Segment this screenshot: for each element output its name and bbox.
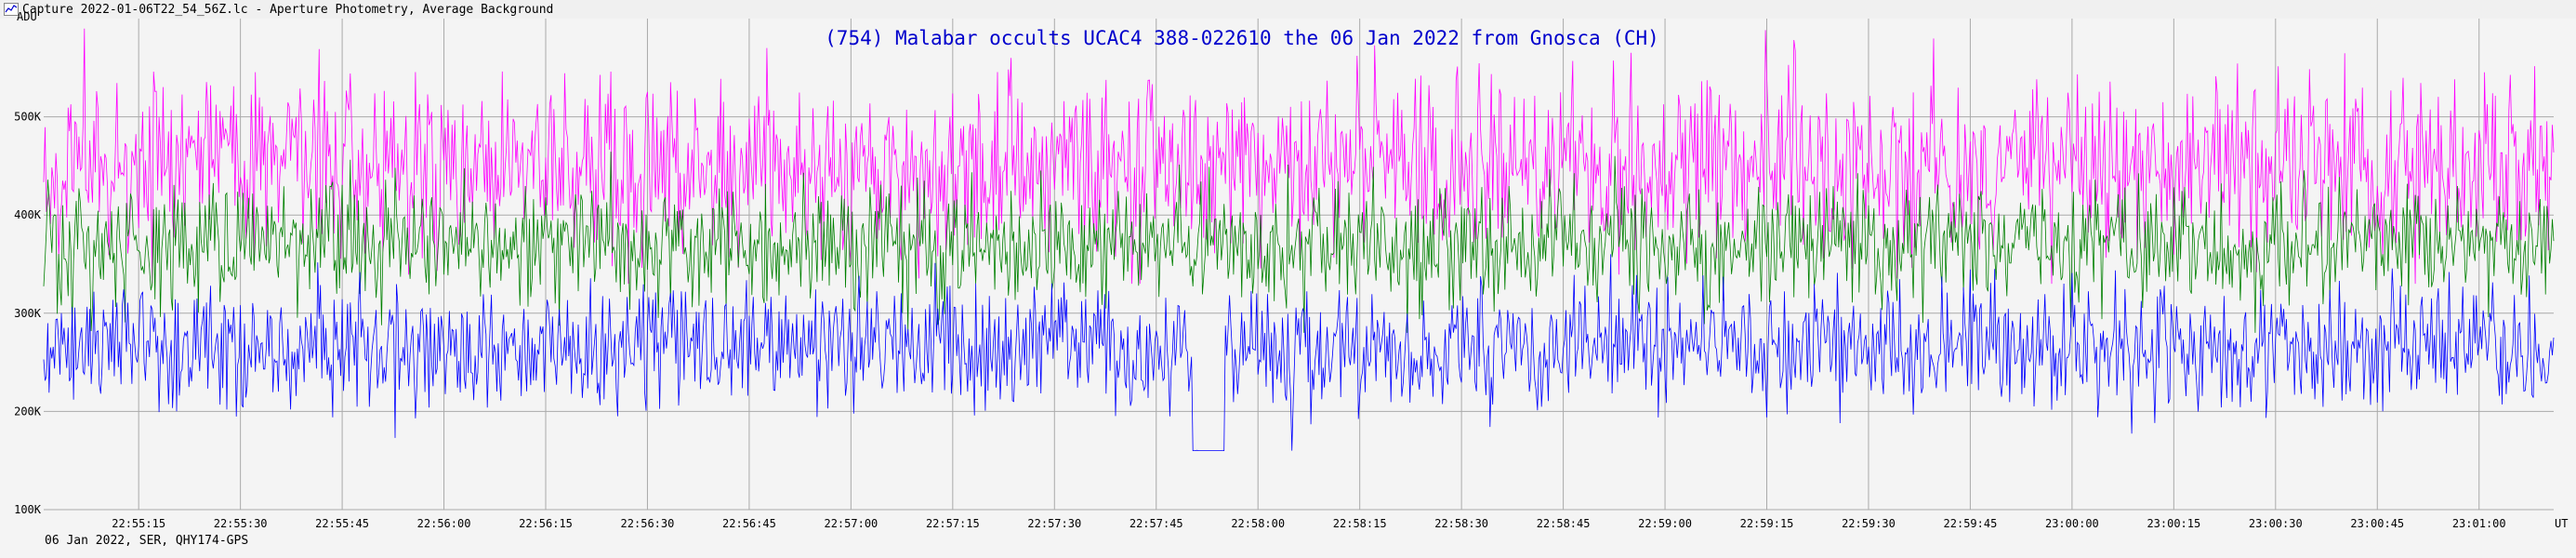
x-tick-label: 22:58:45 [1537, 517, 1591, 530]
x-tick-label: 23:00:45 [2350, 517, 2404, 530]
x-tick-label: 22:55:15 [112, 517, 165, 530]
x-tick-label: 22:56:45 [722, 517, 776, 530]
x-tick-label: 22:56:00 [417, 517, 471, 530]
x-tick-label: 22:58:30 [1434, 517, 1488, 530]
series-line-3 [43, 254, 2555, 452]
capture-info: 06 Jan 2022, SER, QHY174-GPS [45, 534, 249, 548]
x-axis-ticks: 22:55:15 22:55:30 22:55:45 22:56:00 22:56:15… [112, 517, 2505, 530]
app-icon [4, 3, 19, 16]
x-tick-label: 22:58:00 [1231, 517, 1285, 530]
title-bar: Capture 2022-01-06T22_54_56Z.lc - Apertu… [0, 0, 2576, 19]
x-tick-label: 22:59:45 [1944, 517, 1998, 530]
y-axis-label: ADU [17, 10, 37, 23]
x-tick-label: 22:57:45 [1129, 517, 1183, 530]
y-tick-label: 100K [14, 503, 42, 516]
x-tick-label: 22:59:15 [1740, 517, 1794, 530]
x-tick-label: 23:00:15 [2147, 517, 2200, 530]
y-tick-label: 400K [14, 208, 42, 221]
x-tick-label: 22:56:15 [519, 517, 573, 530]
y-tick-label: 200K [14, 405, 42, 418]
x-tick-label: 22:57:00 [824, 517, 878, 530]
y-tick-label: 300K [14, 307, 42, 320]
y-tick-label: 500K [14, 111, 42, 124]
y-axis-ticks: 100K 200K 300K 400K 500K [14, 111, 42, 516]
x-tick-label: 22:57:30 [1027, 517, 1081, 530]
series-layer [43, 28, 2555, 452]
x-tick-label: 22:59:00 [1638, 517, 1692, 530]
x-tick-label: 23:00:30 [2249, 517, 2303, 530]
window-title: Capture 2022-01-06T22_54_56Z.lc - Apertu… [22, 3, 554, 17]
series-line-2 [43, 152, 2555, 333]
x-tick-label: 22:58:15 [1333, 517, 1387, 530]
x-tick-label: 22:59:30 [1842, 517, 1896, 530]
chart-title: (754) Malabar occults UCAC4 388-022610 t… [825, 27, 1659, 49]
series-line-1 [43, 28, 2555, 285]
x-tick-label: 23:01:00 [2452, 517, 2506, 530]
x-tick-label: 22:57:15 [926, 517, 980, 530]
plot-area [44, 19, 2554, 510]
x-axis-label: UT [2555, 517, 2568, 530]
x-tick-label: 22:55:30 [214, 517, 268, 530]
x-tick-label: 22:55:45 [315, 517, 369, 530]
x-tick-label: 23:00:00 [2045, 517, 2099, 530]
x-tick-label: 22:56:30 [621, 517, 675, 530]
